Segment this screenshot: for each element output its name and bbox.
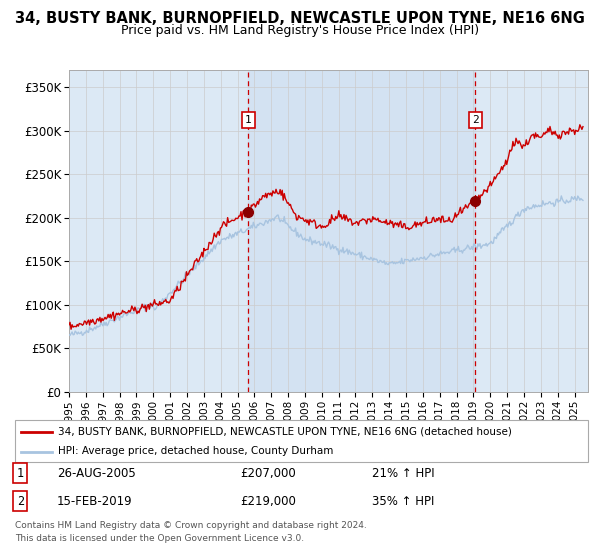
- Text: 21% ↑ HPI: 21% ↑ HPI: [372, 466, 434, 480]
- Text: 26-AUG-2005: 26-AUG-2005: [57, 466, 136, 480]
- Text: 34, BUSTY BANK, BURNOPFIELD, NEWCASTLE UPON TYNE, NE16 6NG (detached house): 34, BUSTY BANK, BURNOPFIELD, NEWCASTLE U…: [58, 427, 512, 437]
- Text: 15-FEB-2019: 15-FEB-2019: [57, 494, 133, 508]
- Text: Price paid vs. HM Land Registry's House Price Index (HPI): Price paid vs. HM Land Registry's House …: [121, 24, 479, 36]
- Text: Contains HM Land Registry data © Crown copyright and database right 2024.: Contains HM Land Registry data © Crown c…: [15, 521, 367, 530]
- Text: 34, BUSTY BANK, BURNOPFIELD, NEWCASTLE UPON TYNE, NE16 6NG: 34, BUSTY BANK, BURNOPFIELD, NEWCASTLE U…: [15, 11, 585, 26]
- Text: 2: 2: [472, 115, 479, 125]
- Text: This data is licensed under the Open Government Licence v3.0.: This data is licensed under the Open Gov…: [15, 534, 304, 543]
- Text: 35% ↑ HPI: 35% ↑ HPI: [372, 494, 434, 508]
- Text: £219,000: £219,000: [240, 494, 296, 508]
- FancyBboxPatch shape: [15, 420, 588, 462]
- Text: 1: 1: [17, 466, 24, 480]
- Text: 2: 2: [17, 494, 24, 508]
- Bar: [248, 70, 475, 392]
- Text: HPI: Average price, detached house, County Durham: HPI: Average price, detached house, Coun…: [58, 446, 334, 456]
- Text: 1: 1: [245, 115, 252, 125]
- Text: £207,000: £207,000: [240, 466, 296, 480]
